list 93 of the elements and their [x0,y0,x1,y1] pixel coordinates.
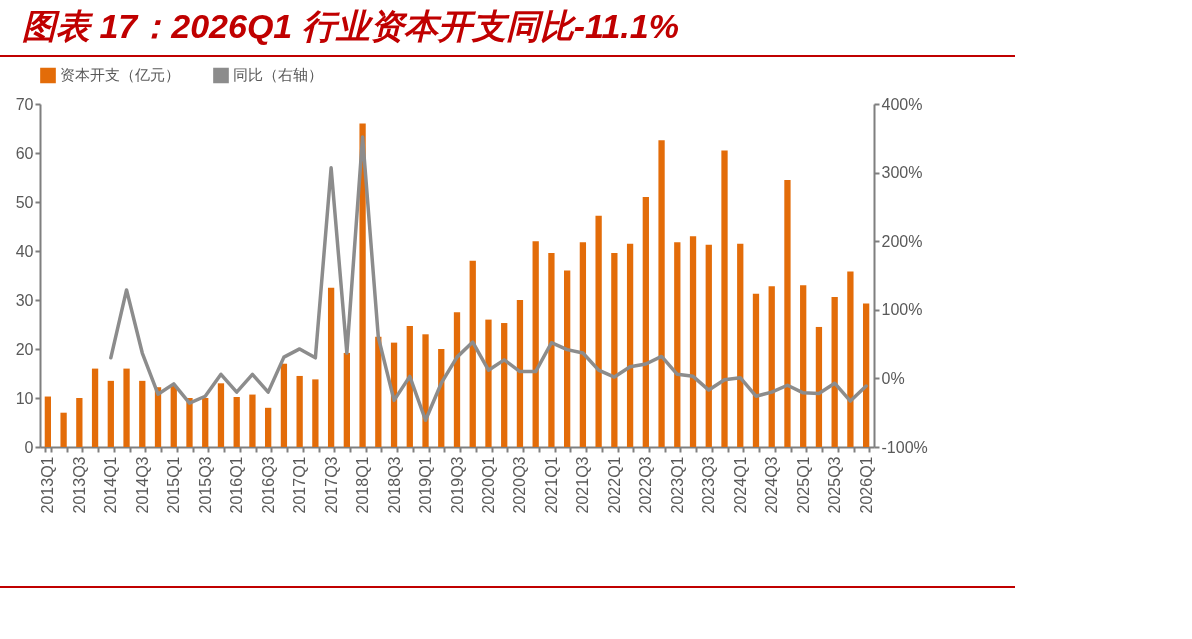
y-tick-label: 70 [15,95,34,113]
bar [501,323,508,447]
y-tick-label: 50 [15,193,34,211]
legend-label: 同比（右轴） [233,66,323,84]
y-tick-label: 20 [15,340,34,358]
bar [233,397,240,447]
x-tick-label: 2015Q1 [165,456,183,514]
bar [91,368,99,447]
x-tick-label: 2024Q3 [763,456,781,514]
bar [626,243,634,447]
x-tick-label: 2025Q3 [826,456,844,514]
bar [611,252,618,447]
y-tick-label: 40 [15,242,34,260]
bar [453,312,461,447]
x-tick-label: 2020Q3 [511,456,529,514]
bar [752,293,760,447]
x-tick-label: 2020Q1 [479,456,497,514]
bar [642,197,649,447]
x-tick-label: 2016Q3 [259,456,277,514]
x-tick-label: 2013Q1 [39,456,57,514]
y-tick-label: 0 [24,438,34,456]
bar [532,241,539,447]
x-tick-label: 2021Q1 [542,456,560,514]
x-tick-label: 2013Q3 [70,456,88,514]
x-tick-label: 2023Q3 [700,456,718,514]
x-tick-label: 2018Q3 [385,456,403,514]
bar [847,271,854,447]
x-tick-label: 2025Q1 [794,456,812,514]
y2-tick-label: 400% [881,95,923,113]
x-tick-label: 2015Q3 [196,456,214,514]
x-tick-label: 2026Q1 [857,456,875,514]
bar [516,300,524,447]
bar [579,242,587,447]
bar [123,368,130,447]
bar [705,244,712,447]
bar [784,179,791,447]
bar [375,336,382,447]
x-tick-label: 2021Q3 [574,456,592,514]
bar [815,326,823,447]
x-tick-label: 2014Q1 [102,456,120,514]
bar [217,383,225,447]
x-tick-label: 2022Q3 [637,456,655,514]
bar [737,243,744,447]
y-tick-label: 60 [15,144,34,162]
chart-title: 图表 17：2026Q1 行业资本开支同比-11.1% [22,6,679,47]
bar [469,260,476,447]
bar [831,297,838,447]
y-tick-label: 30 [15,291,34,309]
bar [485,319,492,447]
bar [674,242,681,447]
bar [312,379,319,447]
bar [265,407,272,447]
bar [280,363,288,447]
bar [202,398,209,447]
bar [107,380,114,447]
y2-tick-label: -100% [881,438,928,456]
x-tick-label: 2019Q3 [448,456,466,514]
bar [139,380,146,447]
bar [862,303,870,447]
x-tick-label: 2019Q1 [417,456,435,514]
bar [170,385,177,447]
y2-tick-label: 300% [881,164,923,182]
x-tick-label: 2023Q1 [668,456,686,514]
bar [249,394,256,447]
y-tick-label: 10 [15,389,34,407]
bar [296,375,303,447]
x-tick-label: 2018Q1 [354,456,372,514]
y2-tick-label: 200% [881,232,923,250]
bar [327,287,335,447]
bar [60,412,67,447]
bar [44,396,52,447]
bar [800,285,807,447]
x-tick-label: 2022Q1 [605,456,623,514]
bar [768,286,775,447]
bar [343,352,350,447]
x-tick-label: 2014Q3 [133,456,151,514]
bar [564,270,571,447]
bar [76,398,83,447]
bar [595,215,602,447]
line-series [109,135,868,422]
bar [186,398,193,447]
bar [689,236,697,447]
x-tick-label: 2016Q1 [228,456,246,514]
x-tick-label: 2017Q3 [322,456,340,514]
y2-tick-label: 0% [881,369,905,387]
x-tick-label: 2024Q1 [731,456,749,514]
y2-tick-label: 100% [881,301,923,319]
bar [721,150,728,447]
bar [658,140,665,447]
legend-label: 资本开支（亿元） [60,66,180,84]
bar [548,252,555,447]
x-tick-label: 2017Q1 [291,456,309,514]
bar [422,334,429,447]
